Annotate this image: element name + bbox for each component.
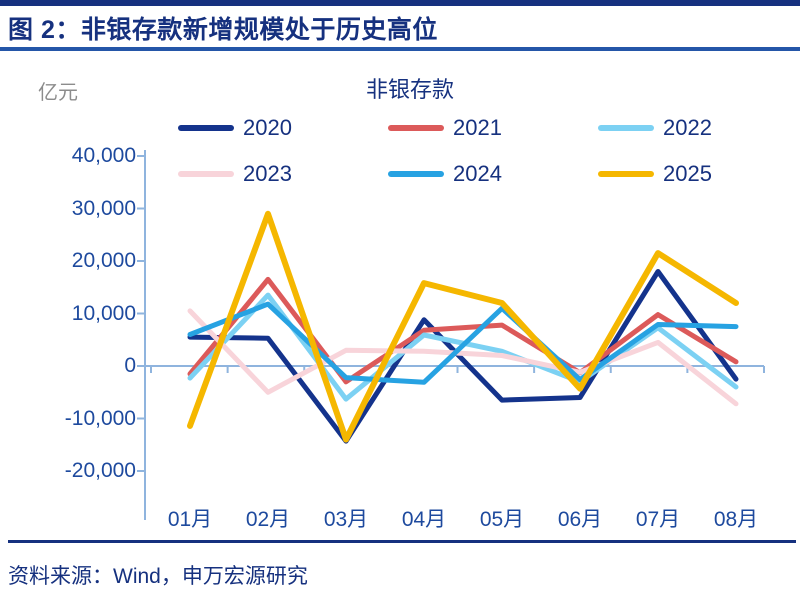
x-axis-label: 07月 [635,508,681,531]
y-axis-label: -10,000 [64,406,136,430]
source-note: 资料来源：Wind，申万宏源研究 [8,565,308,588]
y-axis-label: 0 [124,354,136,377]
legend-label-2024: 2024 [453,161,502,186]
series-line-2020 [187,269,739,444]
legend-label-2020: 2020 [243,115,292,140]
legend-swatch-2021 [388,125,444,131]
series-line-2025 [187,210,739,443]
legend-swatch-2025 [598,171,654,177]
x-axis-label: 02月 [245,508,291,531]
legend-swatch-2024 [388,171,444,177]
series-line-2023 [187,308,739,407]
title-underline [0,47,800,51]
legend-swatch-2023 [178,171,234,177]
legend-item-2020: 2020 [178,105,388,151]
x-axis-label: 01月 [167,508,213,531]
x-axis-label: 05月 [479,508,525,531]
legend-label-2023: 2023 [243,161,292,186]
legend-label-2025: 2025 [663,161,712,186]
legend-item-2021: 2021 [388,105,598,151]
chart-legend: 2020 2021 2022 2023 2024 2025 [178,105,798,197]
legend-item-2022: 2022 [598,105,800,151]
y-axis-label: 10,000 [71,301,136,325]
legend-item-2023: 2023 [178,151,388,197]
x-axis-label: 03月 [323,508,369,531]
x-axis-label: 06月 [557,508,603,531]
bottom-divider [8,540,796,543]
y-axis-label: -20,000 [64,459,136,482]
y-axis-label: 30,000 [71,196,136,220]
series-line-2024 [187,301,739,385]
figure-title: 图 2：非银存款新增规模处于历史高位 [8,16,438,44]
legend-item-2024: 2024 [388,151,598,197]
legend-swatch-2022 [598,125,654,131]
y-axis-label: 40,000 [71,144,136,167]
x-axis-label: 08月 [713,508,759,531]
legend-label-2022: 2022 [663,115,712,140]
legend-item-2025: 2025 [598,151,800,197]
chart-title: 非银存款 [365,77,454,102]
x-axis-label: 04月 [401,508,447,531]
y-axis-label: 20,000 [71,249,136,272]
top-accent-bar [0,0,800,6]
y-axis-unit-label: 亿元 [38,82,78,104]
legend-swatch-2020 [178,125,234,131]
legend-label-2021: 2021 [453,115,502,140]
series-line-2021 [187,276,739,385]
